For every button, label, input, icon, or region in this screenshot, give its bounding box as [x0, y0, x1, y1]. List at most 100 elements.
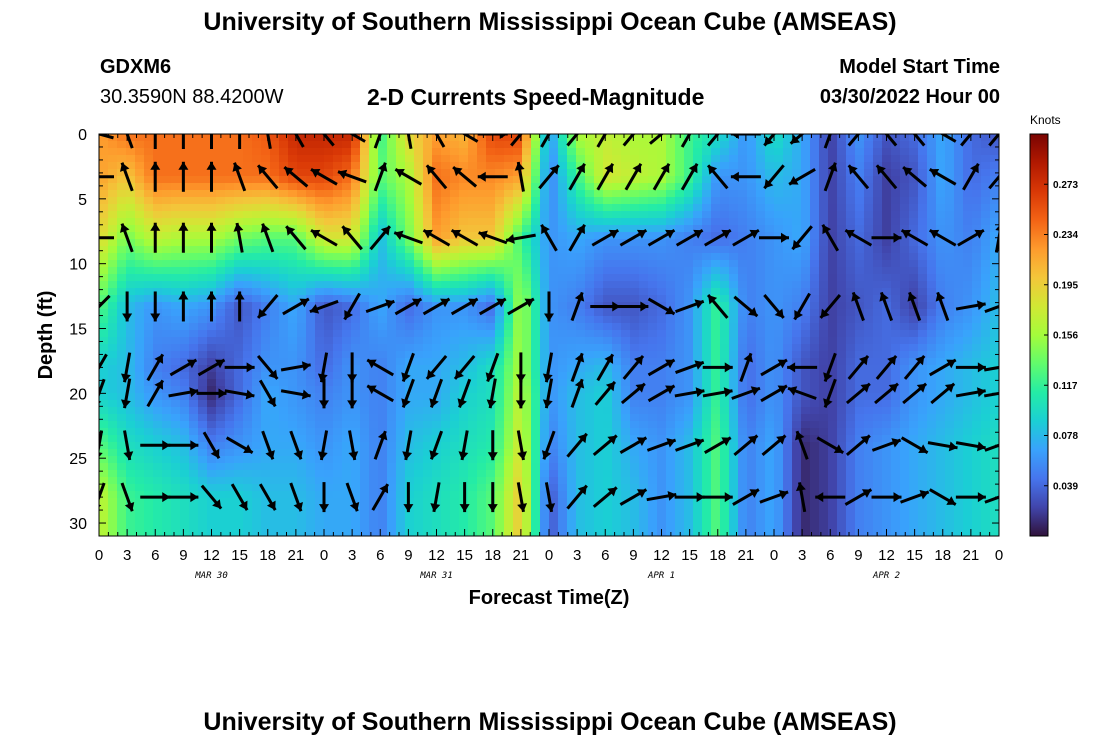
heatmap-cell — [684, 190, 694, 198]
heatmap-cell — [900, 169, 910, 177]
heatmap-cell — [360, 169, 370, 177]
heatmap-cell — [342, 246, 352, 254]
heatmap-cell — [459, 421, 469, 429]
heatmap-cell — [378, 393, 388, 401]
heatmap-cell — [513, 218, 523, 226]
heatmap-cell — [234, 470, 244, 478]
heatmap-cell — [387, 351, 397, 359]
heatmap-cell — [756, 246, 766, 254]
heatmap-cell — [360, 393, 370, 401]
heatmap-cell — [486, 155, 496, 163]
heatmap-cell — [729, 337, 739, 345]
heatmap-cell — [612, 344, 622, 352]
heatmap-cell — [954, 288, 964, 296]
heatmap-cell — [702, 148, 712, 156]
heatmap-cell — [738, 365, 748, 373]
heatmap-cell — [207, 267, 217, 275]
heatmap-cell — [747, 204, 757, 212]
heatmap-cell — [639, 449, 649, 457]
heatmap-cell — [639, 456, 649, 464]
heatmap-cell — [981, 155, 991, 163]
heatmap-cell — [432, 316, 442, 324]
heatmap-cell — [945, 169, 955, 177]
heatmap-cell — [333, 218, 343, 226]
heatmap-cell — [603, 421, 613, 429]
heatmap-cell — [477, 225, 487, 233]
heatmap-cell — [603, 316, 613, 324]
heatmap-cell — [324, 190, 334, 198]
heatmap-cell — [333, 372, 343, 380]
heatmap-cell — [180, 260, 190, 268]
heatmap-cell — [882, 253, 892, 261]
heatmap-cell — [603, 211, 613, 219]
heatmap-cell — [693, 428, 703, 436]
heatmap-cell — [270, 274, 280, 282]
heatmap-cell — [828, 225, 838, 233]
heatmap-cell — [288, 197, 298, 205]
heatmap-cell — [603, 260, 613, 268]
heatmap-cell — [585, 260, 595, 268]
heatmap-cell — [585, 274, 595, 282]
heatmap-cell — [189, 435, 199, 443]
heatmap-cell — [351, 288, 361, 296]
heatmap-cell — [891, 218, 901, 226]
heatmap-cell — [288, 344, 298, 352]
heatmap-cell — [99, 337, 109, 345]
heatmap-cell — [189, 288, 199, 296]
heatmap-cell — [432, 183, 442, 191]
heatmap-cell — [198, 253, 208, 261]
heatmap-cell — [261, 456, 271, 464]
heatmap-cell — [594, 267, 604, 275]
heatmap-cell — [576, 386, 586, 394]
heatmap-cell — [981, 337, 991, 345]
heatmap-cell — [423, 169, 433, 177]
heatmap-cell — [918, 267, 928, 275]
heatmap-cell — [918, 365, 928, 373]
heatmap-cell — [441, 155, 451, 163]
heatmap-cell — [351, 204, 361, 212]
heatmap-cell — [162, 274, 172, 282]
heatmap-cell — [612, 197, 622, 205]
heatmap-cell — [360, 421, 370, 429]
heatmap-cell — [567, 169, 577, 177]
heatmap-cell — [504, 169, 514, 177]
heatmap-cell — [486, 456, 496, 464]
heatmap-cell — [648, 169, 658, 177]
heatmap-cell — [630, 386, 640, 394]
heatmap-cell — [639, 169, 649, 177]
heatmap-cell — [648, 386, 658, 394]
heatmap-cell — [891, 316, 901, 324]
heatmap-cell — [252, 470, 262, 478]
heatmap-cell — [702, 232, 712, 240]
heatmap-cell — [252, 211, 262, 219]
heatmap-cell — [513, 407, 523, 415]
heatmap-cell — [387, 148, 397, 156]
heatmap-cell — [855, 337, 865, 345]
heatmap-cell — [738, 281, 748, 289]
heatmap-cell — [945, 302, 955, 310]
heatmap-cell — [684, 260, 694, 268]
heatmap-cell — [639, 477, 649, 485]
heatmap-cell — [756, 379, 766, 387]
heatmap-cell — [981, 414, 991, 422]
heatmap-cell — [828, 400, 838, 408]
heatmap-cell — [459, 169, 469, 177]
heatmap-cell — [954, 386, 964, 394]
heatmap-cell — [936, 134, 946, 142]
heatmap-cell — [288, 162, 298, 170]
heatmap-cell — [396, 330, 406, 338]
heatmap-cell — [252, 316, 262, 324]
heatmap-cell — [837, 141, 847, 149]
heatmap-cell — [585, 344, 595, 352]
heatmap-cell — [342, 148, 352, 156]
heatmap-cell — [891, 379, 901, 387]
heatmap-cell — [162, 323, 172, 331]
heatmap-cell — [117, 239, 127, 247]
heatmap-cell — [243, 477, 253, 485]
heatmap-cell — [306, 407, 316, 415]
heatmap-cell — [189, 141, 199, 149]
heatmap-cell — [684, 316, 694, 324]
heatmap-cell — [873, 246, 883, 254]
heatmap-cell — [108, 218, 118, 226]
heatmap-cell — [279, 358, 289, 366]
